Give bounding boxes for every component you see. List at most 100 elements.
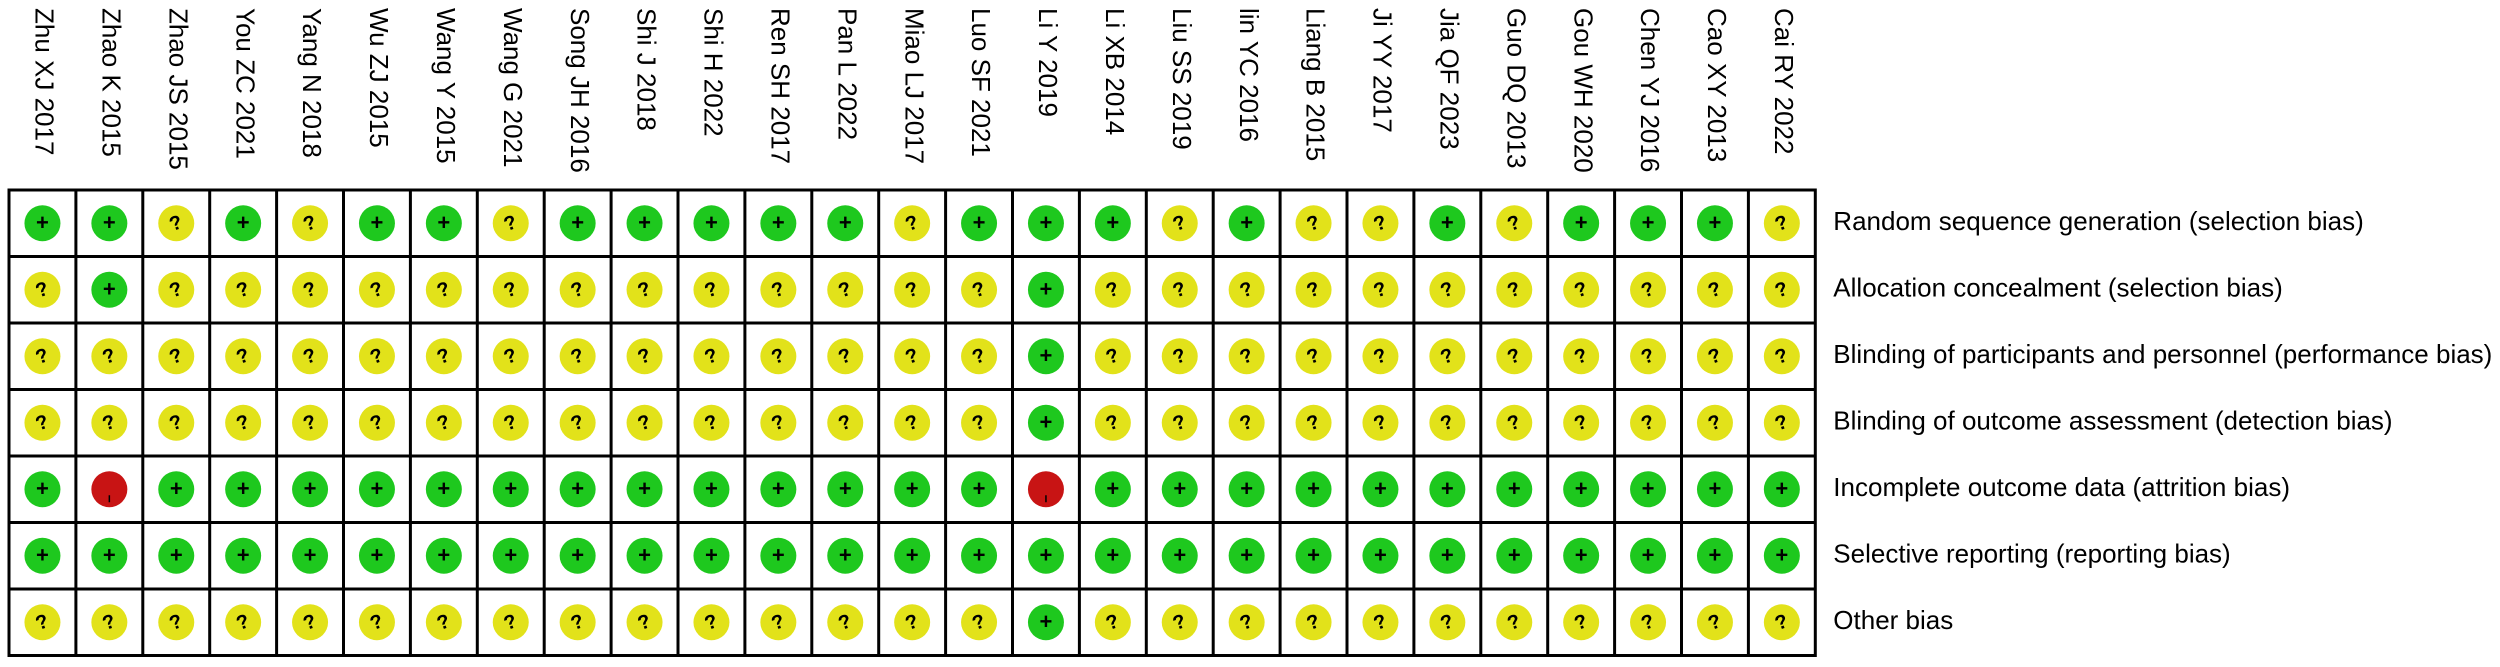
rating-cell: ? xyxy=(1228,404,1265,441)
rating-dot xyxy=(1027,471,1064,508)
rating-dot xyxy=(894,604,931,641)
rating-dot xyxy=(894,271,931,308)
rating-cell: ? xyxy=(1094,271,1131,308)
rating-dot xyxy=(24,338,61,375)
low-risk-symbol: + xyxy=(1508,543,1521,568)
study-label: Liu SS 2019 xyxy=(1167,8,1197,150)
rating-cell: + xyxy=(626,471,663,508)
rating-cell: ? xyxy=(559,404,596,441)
low-risk-symbol: + xyxy=(772,210,785,235)
rating-cell: ? xyxy=(961,604,998,641)
rating-cell: + xyxy=(1763,537,1800,574)
rating-cell: ? xyxy=(1696,271,1733,308)
rating-cell xyxy=(1027,471,1064,508)
rating-cell: ? xyxy=(827,604,864,641)
rating-cell: + xyxy=(1563,537,1600,574)
low-risk-symbol: + xyxy=(1374,476,1387,501)
rating-cell: + xyxy=(1696,205,1733,242)
rating-cell: ? xyxy=(559,338,596,375)
rating-cell: ? xyxy=(1362,271,1399,308)
rating-cell: + xyxy=(1630,471,1667,508)
rating-dot xyxy=(1094,404,1131,441)
rating-dot xyxy=(358,271,395,308)
study-label: Zhao K 2015 xyxy=(97,8,127,157)
rating-cell: + xyxy=(760,471,797,508)
rating-dot xyxy=(24,404,61,441)
rating-cell: + xyxy=(894,471,931,508)
rating-dot xyxy=(1763,604,1800,641)
rating-dot xyxy=(158,537,195,574)
rating-dot xyxy=(158,205,195,242)
rating-cell: ? xyxy=(1161,271,1198,308)
rating-dot xyxy=(1563,604,1600,641)
rating-dot xyxy=(24,471,61,508)
low-risk-symbol: + xyxy=(1775,476,1788,501)
rating-cell: + xyxy=(158,537,195,574)
low-risk-symbol: + xyxy=(1575,476,1588,501)
rating-cell: ? xyxy=(693,404,730,441)
low-risk-symbol: + xyxy=(504,476,517,501)
rating-cell: ? xyxy=(492,404,529,441)
rating-cell: ? xyxy=(91,404,128,441)
rating-cell: ? xyxy=(292,604,329,641)
rating-dot xyxy=(225,404,262,441)
rating-cell: + xyxy=(1496,471,1533,508)
low-risk-symbol: + xyxy=(1040,410,1053,435)
rating-dot xyxy=(1228,205,1265,242)
study-label: Pan L 2022 xyxy=(832,8,862,140)
rating-cell: ? xyxy=(894,205,931,242)
rating-dot xyxy=(961,404,998,441)
rating-dot xyxy=(827,604,864,641)
rating-dot xyxy=(425,604,462,641)
rating-cell: ? xyxy=(225,404,262,441)
rating-cell: ? xyxy=(158,604,195,641)
rating-dot xyxy=(158,471,195,508)
rating-dot xyxy=(1228,604,1265,641)
rating-dot xyxy=(1161,471,1198,508)
rating-cell: ? xyxy=(1362,604,1399,641)
rating-dot xyxy=(1696,604,1733,641)
rating-cell: + xyxy=(559,537,596,574)
rating-dot xyxy=(1630,404,1667,441)
rating-cell: + xyxy=(1696,537,1733,574)
rating-cell: + xyxy=(24,471,61,508)
rating-dot xyxy=(425,471,462,508)
rating-dot xyxy=(760,604,797,641)
rating-dot xyxy=(1094,271,1131,308)
rating-cell: + xyxy=(425,205,462,242)
rating-cell: ? xyxy=(24,604,61,641)
rating-dot xyxy=(1630,604,1667,641)
low-risk-symbol: + xyxy=(638,476,651,501)
study-label: Ren SH 2017 xyxy=(766,8,796,164)
study-label: Yang N 2018 xyxy=(297,8,327,158)
rating-dot xyxy=(24,271,61,308)
rating-cell: ? xyxy=(1161,338,1198,375)
rating-cell: ? xyxy=(1228,604,1265,641)
rating-cell: ? xyxy=(1496,338,1533,375)
rating-dot xyxy=(1027,604,1064,641)
rating-dot xyxy=(760,537,797,574)
rating-dot xyxy=(492,404,529,441)
low-risk-symbol: + xyxy=(973,210,986,235)
rating-cell: ? xyxy=(693,271,730,308)
rating-cell: + xyxy=(1027,205,1064,242)
rating-dot xyxy=(158,271,195,308)
rating-cell: ? xyxy=(626,404,663,441)
rating-dot xyxy=(559,471,596,508)
rating-cell: ? xyxy=(961,404,998,441)
rating-cell: ? xyxy=(292,205,329,242)
study-label: Wang Y 2015 xyxy=(431,8,461,164)
rating-cell: + xyxy=(358,205,395,242)
rating-cell: + xyxy=(693,471,730,508)
rating-cell: ? xyxy=(827,338,864,375)
low-risk-symbol: + xyxy=(437,543,450,568)
rating-cell: ? xyxy=(492,271,529,308)
rating-cell: ? xyxy=(158,404,195,441)
rating-dot xyxy=(91,404,128,441)
rating-cell: ? xyxy=(760,271,797,308)
rating-dot xyxy=(358,338,395,375)
rating-dot xyxy=(1362,537,1399,574)
rating-cell: + xyxy=(827,205,864,242)
study-label: Liang B 2015 xyxy=(1301,8,1331,161)
rating-dot xyxy=(827,338,864,375)
